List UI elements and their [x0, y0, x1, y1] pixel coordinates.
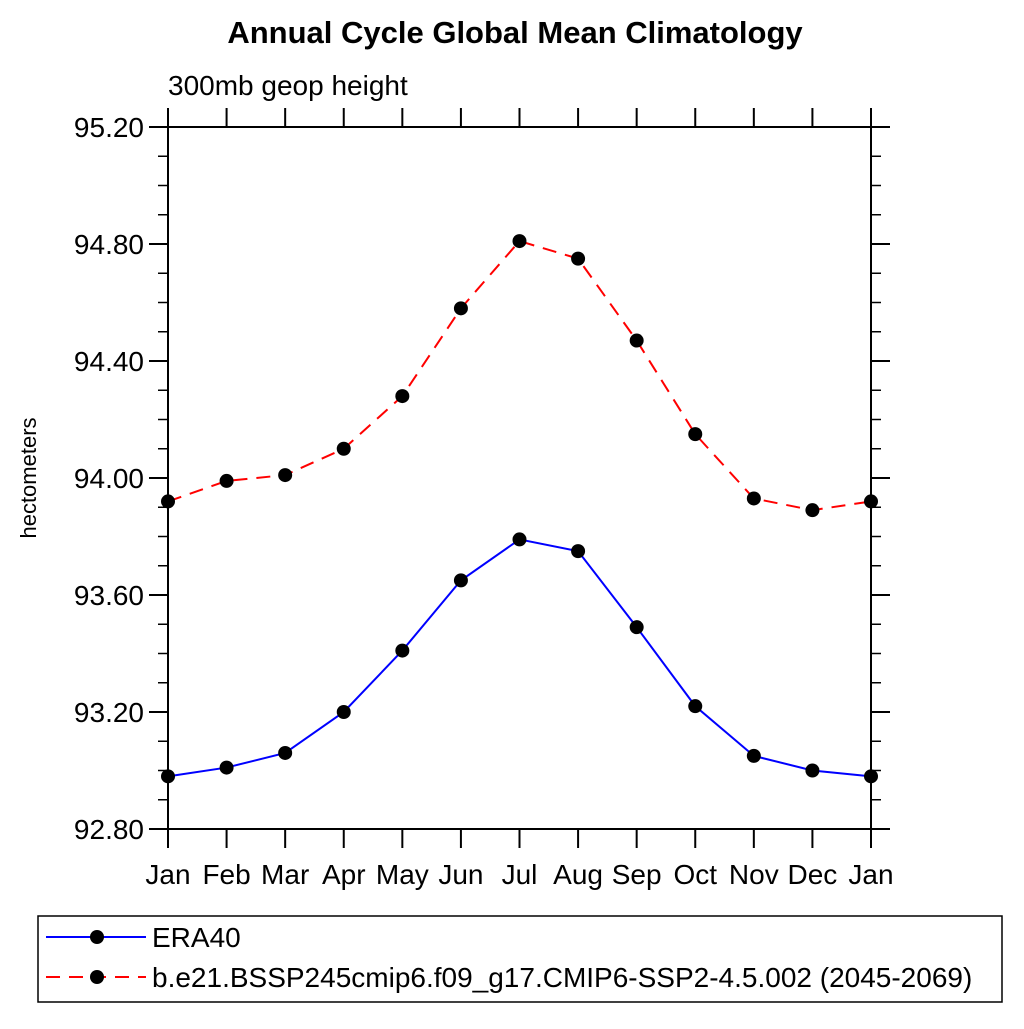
legend-label-model: b.e21.BSSP245cmip6.f09_g17.CMIP6-SSP2-4.…	[152, 962, 972, 993]
y-axis-title: hectometers	[16, 417, 41, 538]
x-tick-label: Jan	[145, 859, 190, 890]
x-tick-label: Sep	[612, 859, 662, 890]
x-tick-label: Oct	[673, 859, 717, 890]
x-tick-label: Aug	[553, 859, 603, 890]
data-point-marker	[571, 544, 586, 559]
legend-marker-0	[90, 930, 104, 944]
legend: ERA40 b.e21.BSSP245cmip6.f09_g17.CMIP6-S…	[37, 915, 1003, 1003]
data-point-marker	[278, 468, 293, 483]
data-point-marker	[395, 389, 410, 404]
x-tick-label: Jan	[848, 859, 893, 890]
x-tick-label: Jul	[502, 859, 538, 890]
data-point-marker	[864, 494, 878, 509]
data-point-marker	[336, 705, 351, 719]
data-point-marker	[453, 573, 468, 588]
y-tick-label: 93.60	[74, 580, 144, 611]
data-point-marker	[219, 760, 234, 775]
legend-label-era40: ERA40	[152, 922, 241, 953]
y-tick-label: 95.20	[74, 112, 144, 143]
data-point-marker	[746, 748, 761, 763]
data-point-marker	[629, 333, 644, 348]
x-tick-label: May	[376, 859, 429, 890]
data-point-marker	[512, 532, 527, 547]
data-point-marker	[161, 769, 175, 784]
data-point-marker	[688, 427, 703, 442]
x-tick-label: Dec	[788, 859, 838, 890]
data-point-marker	[571, 251, 586, 266]
data-point-marker	[746, 491, 761, 506]
y-tick-label: 92.80	[74, 814, 144, 845]
plot-area: 92.80 93.20 93.60 94.00 94.40 94.80 95.20 Jan Fe…	[74, 108, 894, 890]
data-point-marker	[629, 620, 644, 635]
data-point-marker	[336, 441, 351, 456]
x-tick-label: Nov	[729, 859, 779, 890]
x-tick-label: Apr	[322, 859, 366, 890]
data-point-marker	[688, 699, 703, 714]
data-point-marker	[161, 494, 175, 509]
plot-frame	[167, 126, 872, 830]
data-point-marker	[395, 643, 410, 658]
series-line-0	[167, 538, 872, 778]
y-tick-label: 93.20	[74, 697, 144, 728]
x-tick-label: Feb	[202, 859, 250, 890]
data-point-marker	[219, 473, 234, 488]
data-point-marker	[805, 763, 820, 778]
x-tick-label: Mar	[261, 859, 309, 890]
data-point-marker	[805, 503, 820, 518]
chart-subtitle: 300mb geop height	[168, 70, 408, 101]
legend-box	[37, 915, 1003, 1003]
x-tick-label: Jun	[438, 859, 483, 890]
data-point-marker	[453, 301, 468, 316]
data-point-marker	[278, 745, 293, 760]
legend-marker-1	[90, 970, 104, 984]
data-point-marker	[864, 769, 878, 784]
y-tick-label: 94.40	[74, 346, 144, 377]
series-line-1	[167, 239, 872, 512]
legend-samples	[46, 930, 146, 984]
y-tick-label: 94.00	[74, 463, 144, 494]
data-point-marker	[512, 234, 527, 249]
chart-title: Annual Cycle Global Mean Climatology	[227, 15, 803, 50]
y-tick-label: 94.80	[74, 229, 144, 260]
